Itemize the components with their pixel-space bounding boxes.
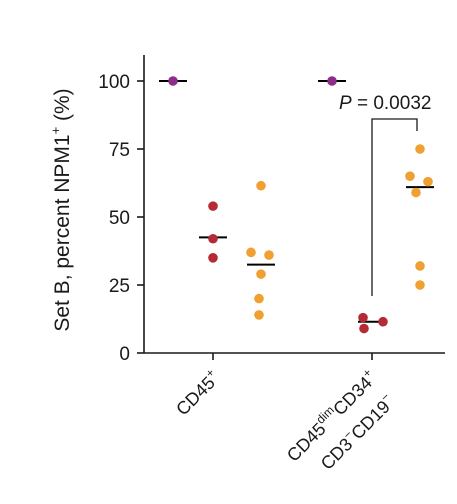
p-value: = 0.0032 — [352, 93, 432, 114]
p-value-label: P = 0.0032 — [339, 93, 431, 114]
data-point — [246, 247, 256, 258]
data-point — [256, 180, 266, 191]
data-point — [168, 76, 178, 86]
chart-labels: Set B, percent NPM1+ (%) P = 0.0032CD45+C… — [48, 88, 431, 473]
data-point — [358, 312, 368, 323]
data-point — [254, 293, 264, 304]
data-point — [208, 252, 218, 263]
axes: 0 25 50 75 100 — [98, 55, 445, 365]
data-point — [423, 176, 433, 187]
data-point — [359, 323, 369, 334]
y-axis-label-main: Set B, percent NPM1 — [51, 134, 74, 331]
y-axis-label: Set B, percent NPM1+ (%) — [48, 88, 74, 331]
y-tick-label: 100 — [98, 72, 130, 93]
p-symbol: P — [339, 93, 352, 114]
chart-marks — [159, 76, 434, 334]
data-point — [415, 280, 425, 290]
y-tick-label: 25 — [109, 276, 130, 297]
data-point — [256, 269, 266, 279]
y-tick-label: 75 — [109, 140, 130, 161]
significance-bracket — [371, 118, 418, 296]
y-axis-label-sup: + — [48, 127, 63, 135]
y-tick-label: 0 — [119, 344, 130, 365]
data-point — [415, 144, 425, 154]
category-label-cd45: CD45+ — [170, 366, 224, 420]
y-tick-label: 50 — [109, 208, 130, 229]
data-point — [411, 187, 421, 198]
data-point — [415, 261, 425, 271]
y-axis-label-unit: (%) — [51, 88, 74, 127]
data-point — [405, 171, 415, 181]
data-point — [254, 310, 264, 320]
data-point — [327, 76, 337, 86]
data-point — [208, 201, 218, 211]
data-point — [378, 316, 388, 327]
data-point — [208, 233, 218, 244]
data-point — [264, 250, 274, 260]
